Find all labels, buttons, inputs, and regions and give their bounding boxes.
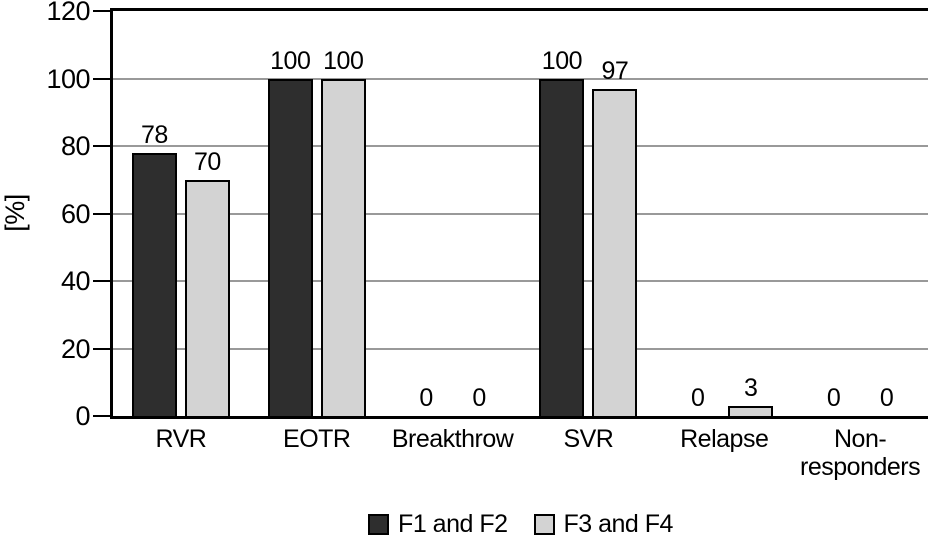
bar-value-label: 100 [270,46,311,75]
y-axis-tick [93,77,110,80]
x-category-label: Relapse [680,425,769,453]
bar-value-label: 0 [472,384,486,412]
x-category-label: Non- responders [800,425,921,481]
bar-value-label: 0 [419,384,433,412]
y-axis-title: [%] [0,194,30,232]
bar [184,179,230,416]
y-tick-label: 40 [60,266,91,296]
bar [539,78,585,416]
x-category-label: EOTR [283,425,351,453]
bar [320,78,366,416]
y-tick-label: 100 [46,63,90,94]
plot-area [110,8,928,419]
legend-label: F3 and F4 [563,510,674,538]
bar-value-label: 0 [691,384,705,412]
gridline [113,77,928,80]
bar [728,405,774,416]
y-axis-tick [93,347,110,350]
bar [592,88,638,416]
bar-value-label: 78 [141,120,168,149]
bar-value-label: 3 [744,373,758,402]
y-axis-tick [93,145,110,147]
bar-value-label: 100 [541,46,583,75]
legend-swatch [533,514,555,535]
y-tick-label: 60 [60,198,91,229]
gridline [113,347,928,350]
x-category-label: Breakthrow [391,425,514,453]
bar-value-label: 0 [879,384,894,412]
bar [267,78,313,416]
legend-label: F1 and F2 [398,510,508,538]
y-tick-label: 80 [60,131,91,161]
y-tick-label: 120 [46,0,90,26]
bar-value-label: 0 [826,384,841,412]
y-axis-tick [93,212,110,215]
y-tick-label: 0 [75,401,90,431]
bar [131,152,177,416]
bar-value-label: 70 [194,147,221,176]
legend-swatch [368,514,390,535]
y-axis-tick [93,415,110,417]
bar-value-label: 97 [601,56,629,85]
y-axis-tick [93,10,110,12]
y-axis-tick [93,280,110,282]
gridline [113,145,928,147]
gridline [113,212,928,215]
y-tick-label: 20 [60,333,91,364]
legend-item: F1 and F2 [368,510,508,539]
bar-value-label: 100 [323,46,364,75]
x-category-label: SVR [563,425,614,453]
gridline [113,280,928,282]
legend: F1 and F2 F3 and F4 [113,510,928,539]
x-category-label: RVR [155,425,207,453]
legend-item: F3 and F4 [533,510,674,539]
